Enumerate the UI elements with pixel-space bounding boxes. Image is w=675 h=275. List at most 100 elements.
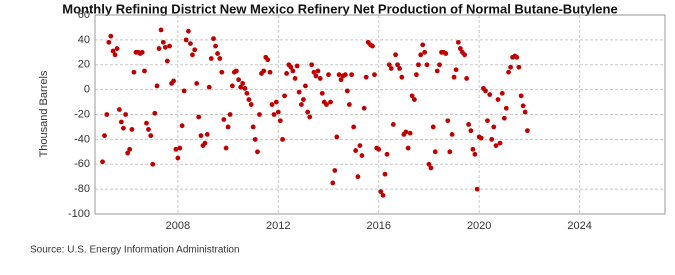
point (443, 51, 449, 56)
point (497, 140, 503, 146)
point (179, 123, 185, 129)
point (244, 90, 250, 96)
point (190, 52, 195, 58)
point (516, 64, 522, 70)
point (319, 90, 325, 96)
point (462, 52, 468, 58)
point (273, 99, 279, 105)
point (317, 76, 323, 81)
point (233, 68, 239, 74)
point (351, 124, 357, 130)
point (158, 27, 164, 33)
point (518, 93, 524, 99)
point (451, 74, 457, 80)
point (466, 122, 472, 127)
x-tick-label: 2008 (166, 220, 190, 232)
chart-title: Monthly Refining District New Mexico Ref… (62, 1, 617, 16)
point (229, 83, 235, 89)
point (112, 52, 118, 58)
point (194, 81, 200, 86)
point (353, 148, 359, 153)
point (311, 69, 317, 75)
point (334, 134, 340, 140)
y-tick-label: -60 (74, 158, 90, 170)
point (275, 109, 281, 115)
x-tick-label: 2012 (266, 220, 290, 232)
point (332, 168, 338, 173)
point (202, 140, 208, 146)
point (342, 72, 348, 78)
point (164, 58, 170, 64)
point (359, 153, 365, 158)
point (154, 83, 160, 89)
point (437, 62, 442, 68)
point (386, 62, 392, 68)
point (390, 122, 396, 127)
point (422, 49, 428, 55)
point (238, 84, 244, 90)
point (280, 136, 285, 142)
point (142, 68, 147, 74)
point (344, 88, 350, 94)
point (183, 37, 189, 43)
point (215, 51, 220, 56)
point (315, 68, 321, 74)
point (520, 103, 526, 109)
point (393, 52, 398, 58)
point (409, 93, 415, 99)
y-axis-label: Thousand Barrels (38, 70, 50, 157)
point (208, 56, 214, 61)
point (301, 97, 306, 102)
point (361, 105, 367, 111)
point (206, 84, 212, 90)
point (328, 99, 333, 105)
point (397, 66, 402, 71)
point (188, 41, 193, 47)
y-tick-label: -100 (68, 208, 90, 220)
point (420, 42, 426, 48)
point (445, 118, 451, 124)
point (324, 102, 329, 107)
point (150, 161, 156, 167)
point (305, 109, 311, 115)
point (290, 68, 296, 74)
point (213, 43, 218, 49)
point (156, 46, 162, 51)
point (114, 46, 120, 51)
point (100, 159, 105, 165)
point (175, 155, 181, 161)
point (192, 47, 198, 53)
point (131, 69, 137, 75)
point (217, 56, 223, 61)
point (160, 39, 166, 45)
point (181, 88, 187, 94)
point (267, 69, 273, 75)
point (240, 81, 246, 86)
point (120, 125, 126, 131)
point (309, 62, 315, 68)
y-tick-label: 60 (78, 9, 90, 21)
point (388, 66, 394, 71)
point (399, 74, 405, 80)
point (470, 146, 476, 152)
point (162, 44, 168, 50)
point (378, 189, 384, 195)
point (453, 67, 459, 73)
point (307, 114, 313, 120)
point (219, 69, 225, 75)
point (236, 77, 242, 83)
point (250, 124, 256, 130)
point (493, 143, 499, 148)
point (424, 62, 430, 68)
point (376, 146, 382, 152)
point (294, 63, 300, 69)
point (118, 119, 124, 125)
point (127, 146, 133, 152)
point (246, 97, 252, 102)
point (363, 74, 369, 80)
point (125, 150, 131, 156)
point (508, 64, 513, 70)
point (449, 132, 455, 137)
point (271, 112, 277, 117)
